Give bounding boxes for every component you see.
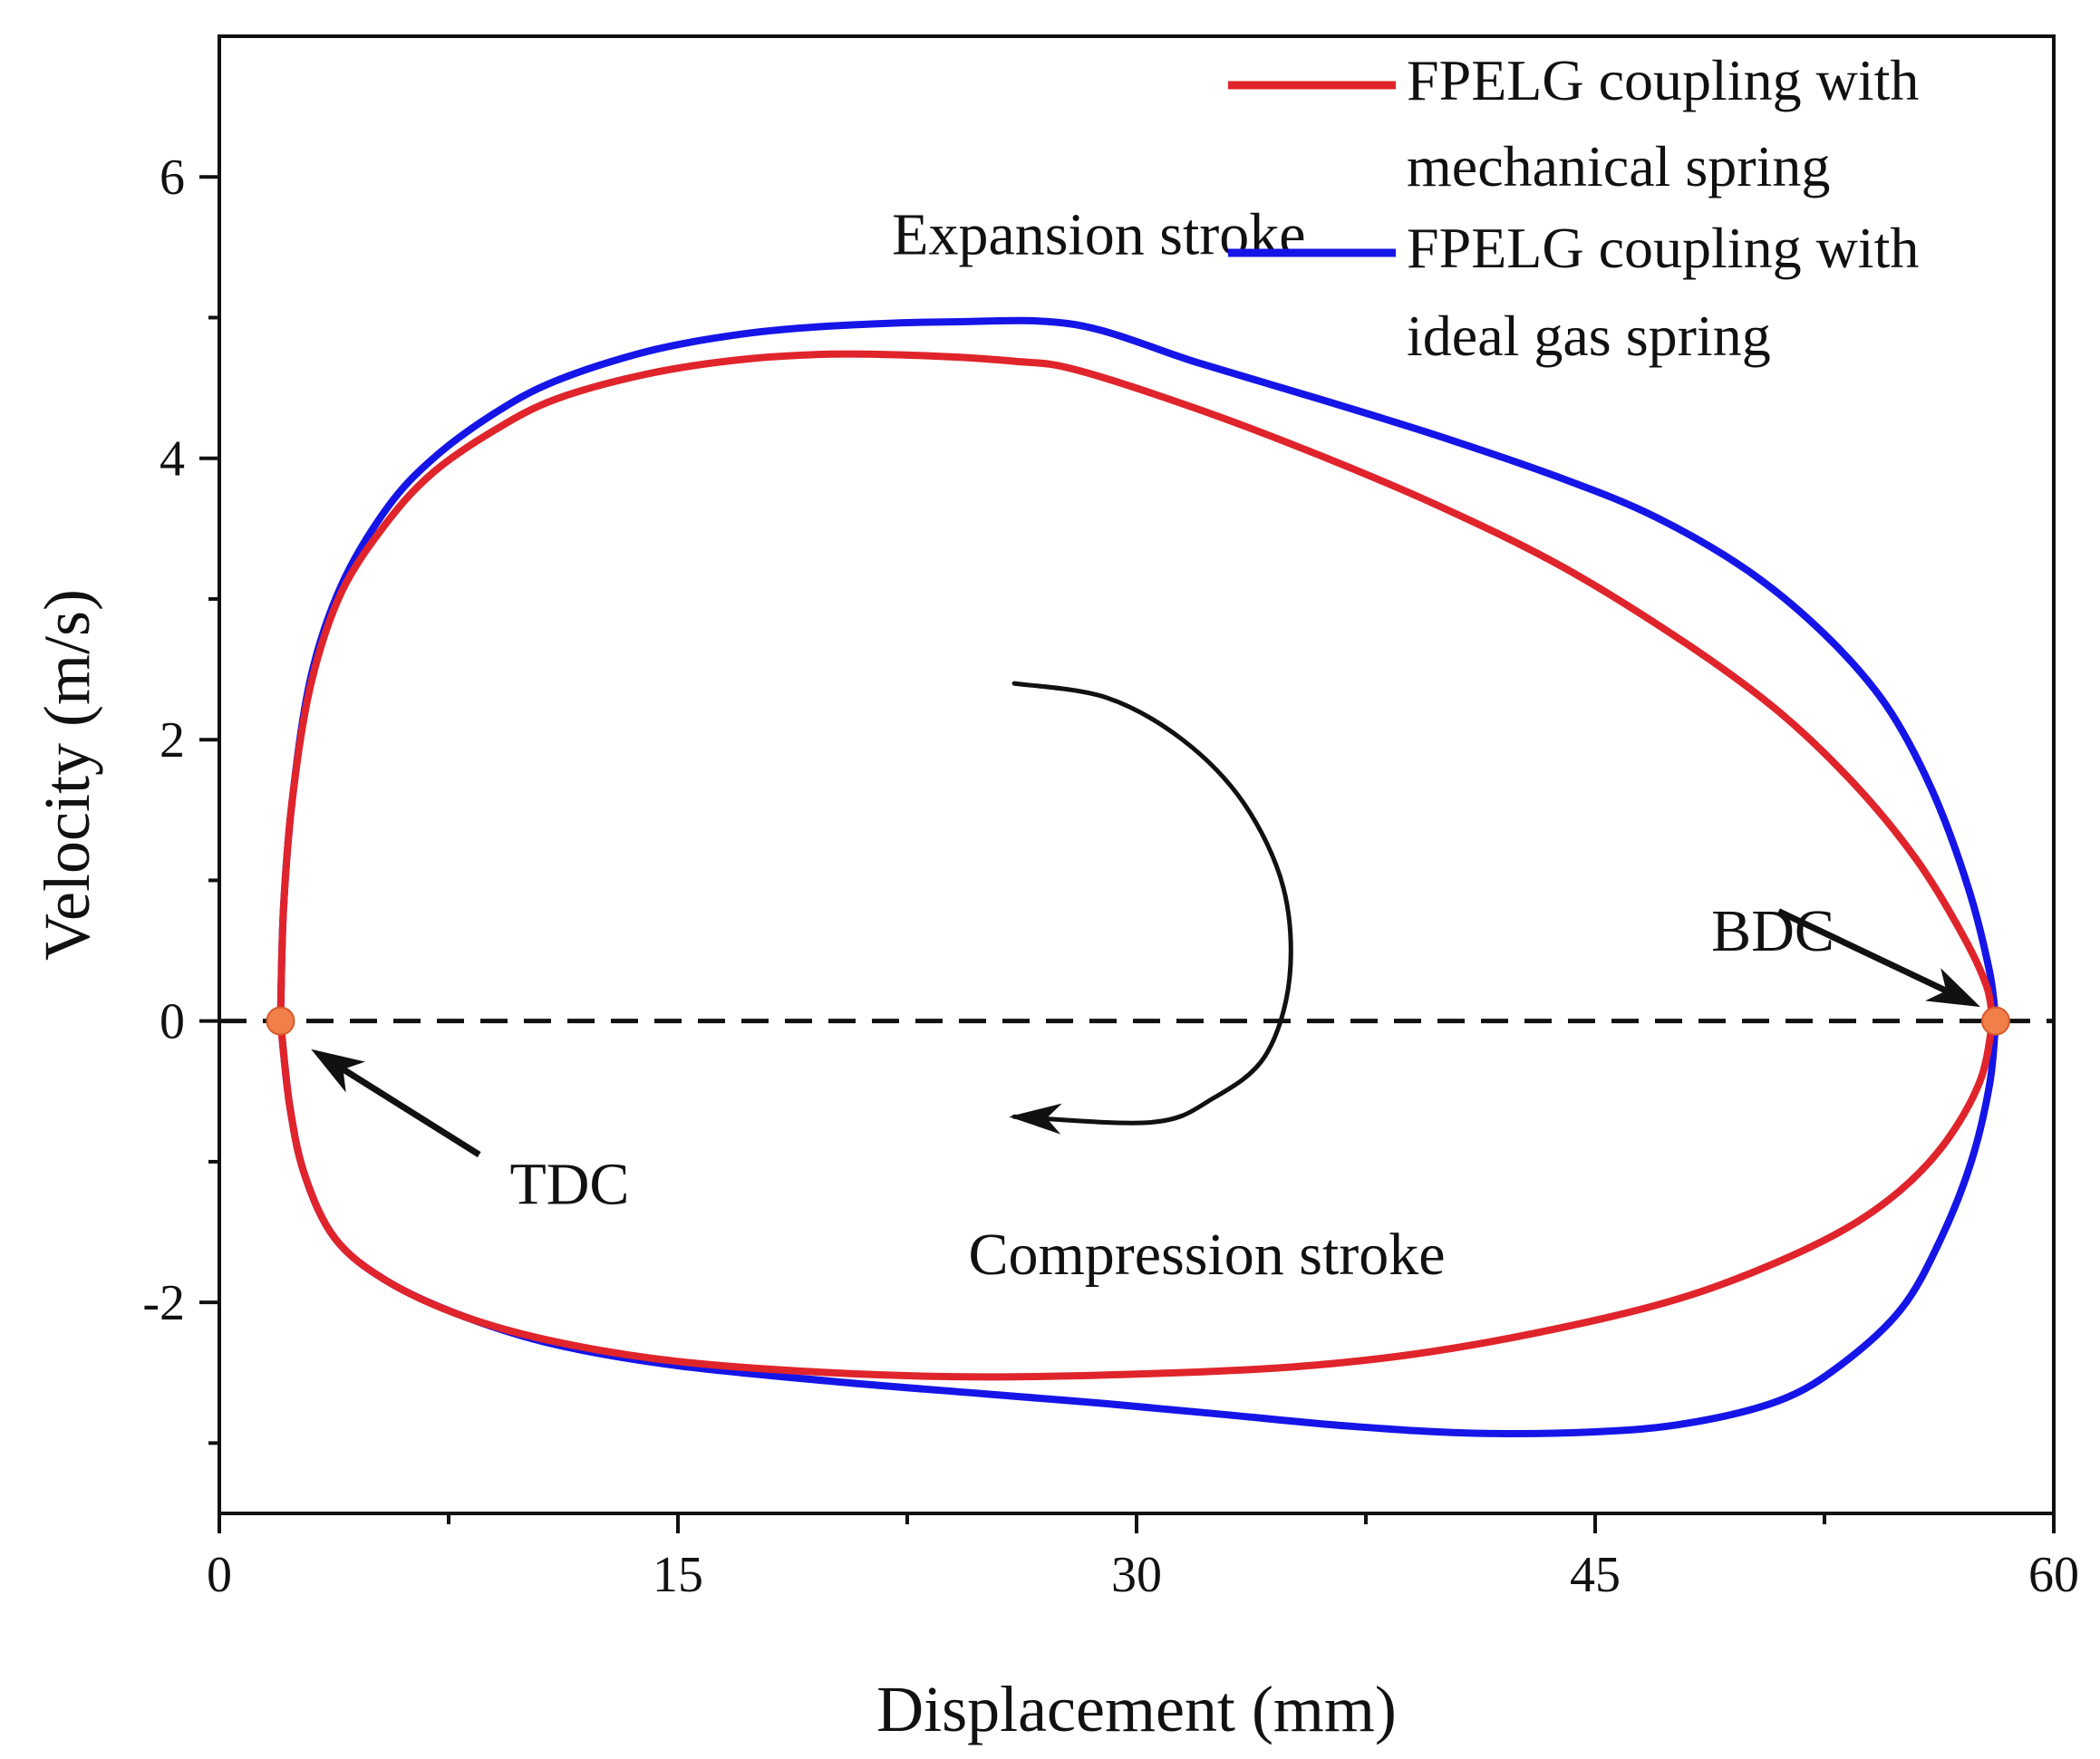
- x-axis-title: Displacement (mm): [876, 1673, 1397, 1745]
- legend-label-mechanical-spring: FPELG coupling with: [1407, 48, 1919, 112]
- legend-label-gas-spring: ideal gas spring: [1407, 304, 1771, 368]
- y-tick-label: -2: [142, 1275, 185, 1331]
- x-tick-label: 30: [1111, 1547, 1162, 1603]
- tdc-marker: [266, 1006, 295, 1036]
- cycle-direction-arrow: [1011, 681, 1293, 1126]
- bdc-marker: [1980, 1006, 2010, 1036]
- bdc-pointer-arrow-head: [1925, 968, 1981, 1008]
- x-tick-label: 45: [1570, 1547, 1621, 1603]
- series-mechanical-spring-expansion-curve: [276, 350, 1997, 1025]
- y-tick-label: 4: [160, 431, 185, 488]
- bdc-pointer-arrow: [1776, 908, 1954, 997]
- legend: FPELG coupling with mechanical spring FPEL…: [1228, 48, 1919, 368]
- x-tick-label: 15: [653, 1547, 703, 1603]
- y-tick-label: 0: [160, 994, 185, 1050]
- tdc-label: TDC: [509, 1151, 629, 1217]
- x-tick-label: 60: [2028, 1547, 2079, 1603]
- y-tick-label: 2: [160, 712, 185, 768]
- expansion-stroke-label: Expansion stroke: [892, 202, 1305, 268]
- tdc-pointer-arrow: [335, 1063, 481, 1158]
- tdc-pointer-arrow-head: [311, 1049, 365, 1093]
- axis-layer: 0 15 30 45 60 -2 0 2 4 6: [142, 150, 2079, 1603]
- series-mechanical-spring-compression-curve: [276, 1017, 1997, 1381]
- cycle-direction-arrowhead: [1009, 1103, 1062, 1135]
- arrow-layer: [311, 681, 1981, 1158]
- y-tick-label: 6: [160, 150, 185, 206]
- bdc-label: BDC: [1711, 898, 1834, 964]
- y-axis-title: Velocity (m/s): [31, 589, 103, 961]
- curve-layer: [276, 316, 1999, 1437]
- annot-layer: Expansion stroke Compression stroke BDC TDC: [509, 202, 1834, 1288]
- legend-label-gas-spring: FPELG coupling with: [1407, 216, 1919, 280]
- marker-layer: [266, 1006, 2010, 1036]
- x-tick-label: 0: [207, 1547, 232, 1603]
- legend-label-mechanical-spring: mechanical spring: [1407, 134, 1830, 198]
- compression-stroke-label: Compression stroke: [968, 1222, 1445, 1288]
